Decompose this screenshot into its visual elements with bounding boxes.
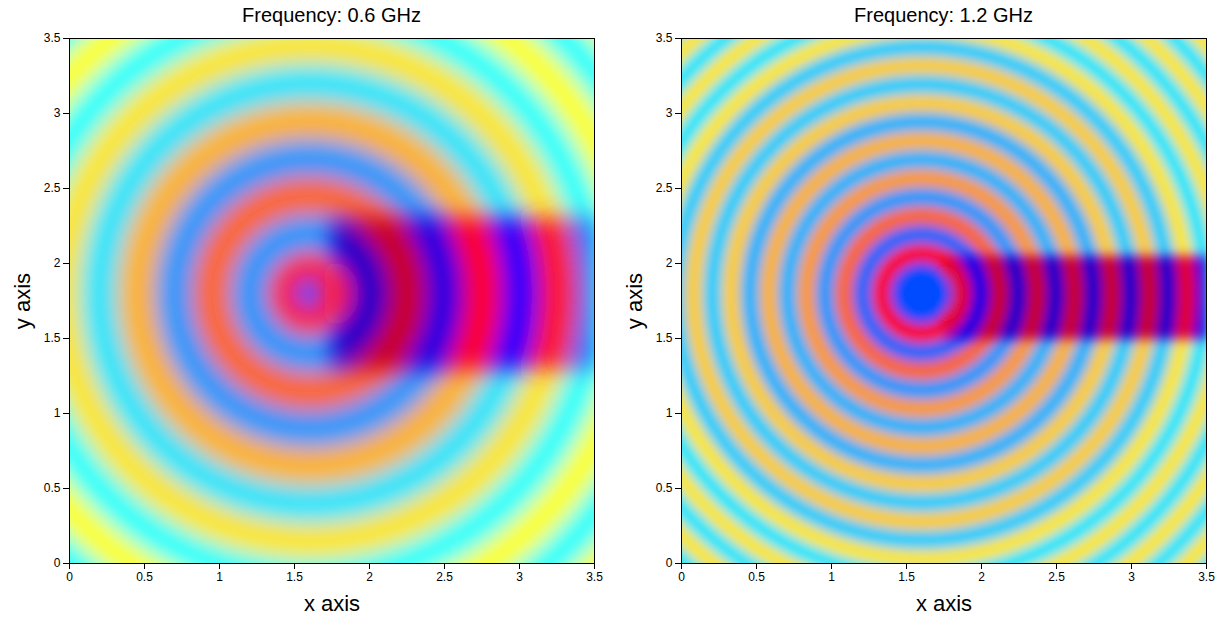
svg-text:0: 0 bbox=[666, 556, 673, 570]
svg-text:1: 1 bbox=[666, 406, 673, 420]
svg-text:0: 0 bbox=[54, 556, 61, 570]
svg-text:3: 3 bbox=[54, 106, 61, 120]
svg-text:2.5: 2.5 bbox=[44, 181, 61, 195]
svg-text:1.5: 1.5 bbox=[656, 331, 673, 345]
svg-text:2: 2 bbox=[666, 256, 673, 270]
svg-text:0.5: 0.5 bbox=[136, 570, 153, 584]
svg-text:0.5: 0.5 bbox=[748, 570, 765, 584]
svg-text:y axis: y axis bbox=[622, 273, 647, 329]
svg-text:3.5: 3.5 bbox=[656, 31, 673, 45]
svg-text:3: 3 bbox=[1128, 570, 1135, 584]
svg-text:3.5: 3.5 bbox=[586, 570, 603, 584]
svg-text:y axis: y axis bbox=[10, 273, 35, 329]
svg-text:1: 1 bbox=[216, 570, 223, 584]
svg-text:2: 2 bbox=[978, 570, 985, 584]
svg-text:0.5: 0.5 bbox=[44, 481, 61, 495]
svg-text:x axis: x axis bbox=[916, 591, 972, 616]
svg-text:2.5: 2.5 bbox=[656, 181, 673, 195]
svg-text:0: 0 bbox=[66, 570, 73, 584]
html-text:Frequency: 1.2 GHz: Frequency: 1.2 GHz bbox=[854, 4, 1033, 26]
svg-text:3: 3 bbox=[666, 106, 673, 120]
svg-text:3.5: 3.5 bbox=[1198, 570, 1215, 584]
svg-text:2.5: 2.5 bbox=[436, 570, 453, 584]
svg-text:2.5: 2.5 bbox=[1048, 570, 1065, 584]
svg-text:x axis: x axis bbox=[304, 591, 360, 616]
svg-text:3.5: 3.5 bbox=[44, 31, 61, 45]
svg-text:1.5: 1.5 bbox=[44, 331, 61, 345]
svg-text:0: 0 bbox=[678, 570, 685, 584]
svg-text:1: 1 bbox=[828, 570, 835, 584]
svg-text:1.5: 1.5 bbox=[286, 570, 303, 584]
svg-text:3: 3 bbox=[516, 570, 523, 584]
svg-text:2: 2 bbox=[366, 570, 373, 584]
svg-text:1.5: 1.5 bbox=[898, 570, 915, 584]
svg-text:2: 2 bbox=[54, 256, 61, 270]
svg-text:0.5: 0.5 bbox=[656, 481, 673, 495]
svg-text:1: 1 bbox=[54, 406, 61, 420]
html-text:Frequency: 0.6 GHz: Frequency: 0.6 GHz bbox=[242, 4, 421, 26]
